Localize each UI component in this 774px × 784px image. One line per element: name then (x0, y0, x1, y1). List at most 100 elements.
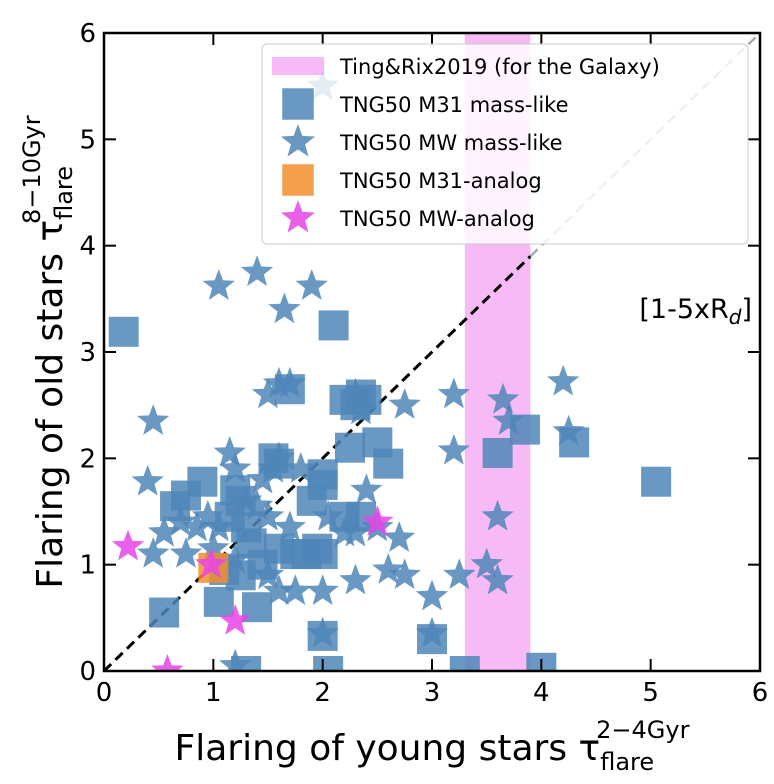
legend-frame (261, 43, 749, 245)
data-point (240, 489, 274, 520)
data-point (197, 531, 230, 563)
legend-entry-band: Ting&Rix2019 (for the Galaxy) (272, 55, 660, 79)
data-point (194, 547, 228, 579)
data-point (388, 388, 421, 419)
data-point (164, 505, 197, 536)
x-tick-label: 6 (752, 678, 769, 708)
data-point (219, 542, 252, 574)
data-point (251, 558, 285, 590)
ticks-layer: 0 1 2 3 4 5 6 0 1 2 3 4 5 6 (79, 19, 768, 708)
data-point (339, 563, 372, 595)
data-point (147, 515, 181, 547)
data-point (202, 510, 235, 542)
y-tick-label: 2 (79, 444, 96, 474)
data-point (383, 521, 416, 552)
legend-label: TNG50 MW mass-like (339, 131, 563, 155)
series-1 (108, 310, 672, 671)
x-tick-label: 2 (314, 678, 331, 708)
legend-entry-series-2: TNG50 MW mass-like (281, 124, 563, 157)
data-point (262, 574, 296, 605)
data-point (437, 377, 471, 409)
y-tick-label: 3 (79, 338, 96, 368)
data-point (311, 499, 345, 531)
data-point (335, 432, 365, 463)
data-point (203, 586, 234, 617)
legend-marker (281, 124, 315, 157)
data-point (131, 464, 164, 496)
data-point (180, 510, 214, 542)
data-point (492, 404, 525, 435)
data-point (191, 499, 225, 531)
data-point (306, 616, 339, 648)
data-point (137, 404, 170, 435)
data-point (273, 366, 307, 398)
data-point (350, 473, 383, 504)
data-point (470, 547, 503, 579)
data-point (262, 441, 296, 473)
data-point (641, 466, 672, 497)
legend-marker (281, 200, 315, 233)
data-point (240, 255, 274, 286)
data-point (169, 537, 203, 568)
legend-entry-series-3: TNG50 M31-analog (282, 164, 542, 196)
data-point (108, 316, 139, 347)
data-point (229, 483, 263, 515)
data-point (339, 515, 372, 547)
data-point (284, 451, 317, 483)
x-tick-label: 1 (205, 678, 222, 708)
data-point (372, 552, 405, 584)
data-point (306, 574, 339, 605)
data-point (449, 656, 480, 671)
series-2 (131, 69, 585, 671)
x-tick-label: 3 (424, 678, 441, 708)
data-point (137, 537, 170, 568)
data-point (388, 558, 421, 590)
data-point (160, 491, 191, 522)
data-point (295, 269, 328, 300)
points-layer (108, 69, 672, 671)
data-point (273, 510, 307, 542)
data-point (482, 438, 513, 469)
data-point (552, 414, 585, 446)
legend-swatch-band (272, 57, 324, 75)
data-point (149, 597, 180, 628)
data-point (481, 563, 514, 595)
data-point (307, 539, 338, 570)
x-axis-title: Flaring of young stars τflare2−4Gyr (175, 716, 690, 776)
data-point (296, 485, 327, 516)
data-point (219, 451, 252, 483)
data-point (313, 656, 344, 671)
legend-marker (282, 88, 314, 120)
data-point (318, 310, 349, 341)
legend-entry-series-1: TNG50 M31 mass-like (282, 88, 569, 120)
legend-label-band: Ting&Rix2019 (for the Galaxy) (339, 55, 660, 79)
y-tick-label: 0 (79, 657, 96, 687)
data-point (443, 558, 476, 590)
data-point (481, 499, 514, 531)
data-point (213, 436, 246, 467)
legend-label: TNG50 M31-analog (339, 169, 542, 193)
data-point (344, 393, 378, 425)
y-tick-label: 1 (79, 551, 96, 581)
data-point (547, 364, 580, 396)
data-point (279, 574, 312, 605)
data-point (415, 616, 449, 648)
data-point (437, 433, 471, 465)
data-point (373, 448, 404, 479)
data-point (268, 292, 301, 324)
y-axis-title: Flaring of old stars τflare8−10Gyr (18, 115, 78, 588)
legend-marker (282, 164, 314, 196)
data-point (251, 499, 285, 531)
legend-label: TNG50 M31 mass-like (339, 93, 569, 117)
y-tick-label: 5 (79, 125, 96, 155)
legend-label: TNG50 MW-analog (339, 207, 535, 231)
data-point (202, 269, 235, 300)
data-point (486, 382, 520, 414)
data-point (251, 377, 285, 409)
data-point (219, 648, 252, 671)
data-point (219, 604, 252, 635)
series-4 (111, 505, 394, 671)
data-point (246, 462, 279, 494)
data-point (339, 377, 372, 409)
